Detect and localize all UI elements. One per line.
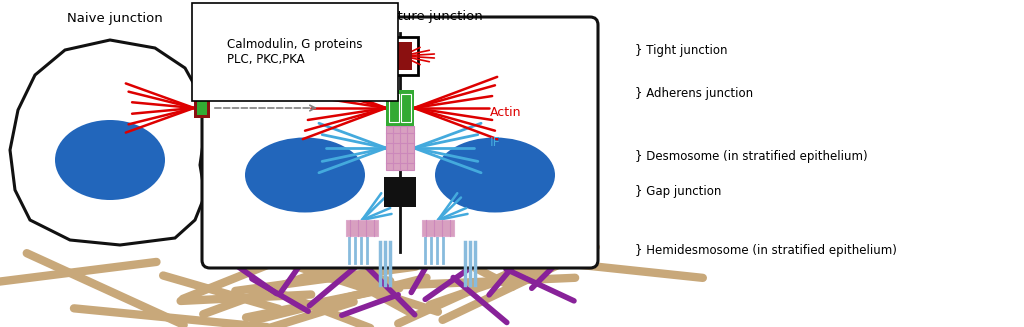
Bar bbox=[346, 220, 378, 236]
Text: Mature junction: Mature junction bbox=[378, 10, 482, 23]
Text: } Gap junction: } Gap junction bbox=[635, 185, 721, 198]
Text: } Hemidesmosome (in stratified epithelium): } Hemidesmosome (in stratified epitheliu… bbox=[635, 244, 897, 257]
Bar bbox=[382, 37, 418, 75]
Bar bbox=[197, 101, 207, 115]
Text: } Tight junction: } Tight junction bbox=[635, 44, 727, 57]
Bar bbox=[386, 126, 414, 170]
Text: IF: IF bbox=[490, 136, 501, 149]
FancyBboxPatch shape bbox=[202, 17, 598, 268]
Bar bbox=[194, 98, 210, 118]
Ellipse shape bbox=[435, 137, 555, 213]
Text: } Adherens junction: } Adherens junction bbox=[635, 87, 753, 100]
Bar bbox=[386, 42, 396, 70]
Polygon shape bbox=[10, 40, 205, 245]
Bar bbox=[386, 90, 414, 126]
Bar bbox=[394, 42, 404, 70]
Text: Actin: Actin bbox=[490, 107, 521, 119]
Bar bbox=[422, 220, 454, 236]
Text: Naive junction: Naive junction bbox=[68, 12, 163, 25]
Bar bbox=[402, 42, 412, 70]
Ellipse shape bbox=[55, 120, 165, 200]
Ellipse shape bbox=[245, 137, 365, 213]
Bar bbox=[389, 94, 399, 122]
Text: Calmodulin, G proteins
PLC, PKC,PKA: Calmodulin, G proteins PLC, PKC,PKA bbox=[227, 38, 362, 66]
Bar bbox=[384, 177, 416, 207]
Bar bbox=[401, 94, 411, 122]
Text: } Desmosome (in stratified epithelium): } Desmosome (in stratified epithelium) bbox=[635, 150, 867, 164]
